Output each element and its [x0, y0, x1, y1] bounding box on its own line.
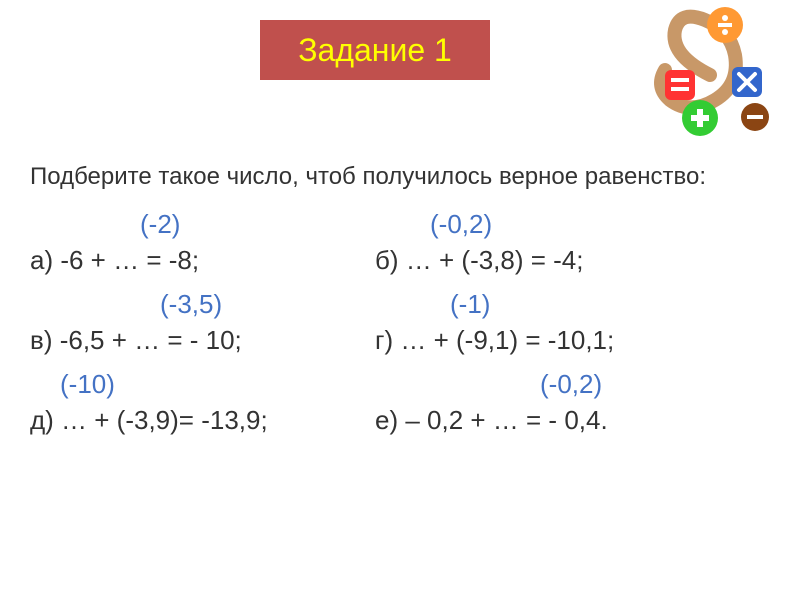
- problem-e: е) – 0,2 + … = - 0,4.: [375, 405, 608, 436]
- problem-g: г) … + (-9,1) = -10,1;: [375, 325, 614, 356]
- answer-d: (-10): [60, 369, 115, 400]
- problem-d: д) … + (-3,9)= -13,9;: [30, 405, 268, 436]
- instruction-text: Подберите такое число, чтоб получилось в…: [30, 160, 770, 194]
- answer-row-1: (-2) (-0,2): [30, 209, 770, 245]
- problem-v: в) -6,5 + … = - 10;: [30, 325, 242, 356]
- problem-row-2: в) -6,5 + … = - 10; г) … + (-9,1) = -10,…: [30, 325, 770, 365]
- problem-row-3: д) … + (-3,9)= -13,9; е) – 0,2 + … = - 0…: [30, 405, 770, 445]
- title-text: Задание 1: [298, 32, 452, 69]
- problem-b: б) … + (-3,8) = -4;: [375, 245, 584, 276]
- answer-row-2: (-3,5) (-1): [30, 289, 770, 325]
- math-operations-icon: [640, 5, 780, 145]
- content-area: Подберите такое число, чтоб получилось в…: [30, 160, 770, 449]
- answer-v: (-3,5): [160, 289, 222, 320]
- problem-row-1: а) -6 + … = -8; б) … + (-3,8) = -4;: [30, 245, 770, 285]
- answer-row-3: (-10) (-0,2): [30, 369, 770, 405]
- answer-e: (-0,2): [540, 369, 602, 400]
- answer-a: (-2): [140, 209, 180, 240]
- title-box: Задание 1: [260, 20, 490, 80]
- answer-b: (-0,2): [430, 209, 492, 240]
- problem-a: а) -6 + … = -8;: [30, 245, 199, 276]
- answer-g: (-1): [450, 289, 490, 320]
